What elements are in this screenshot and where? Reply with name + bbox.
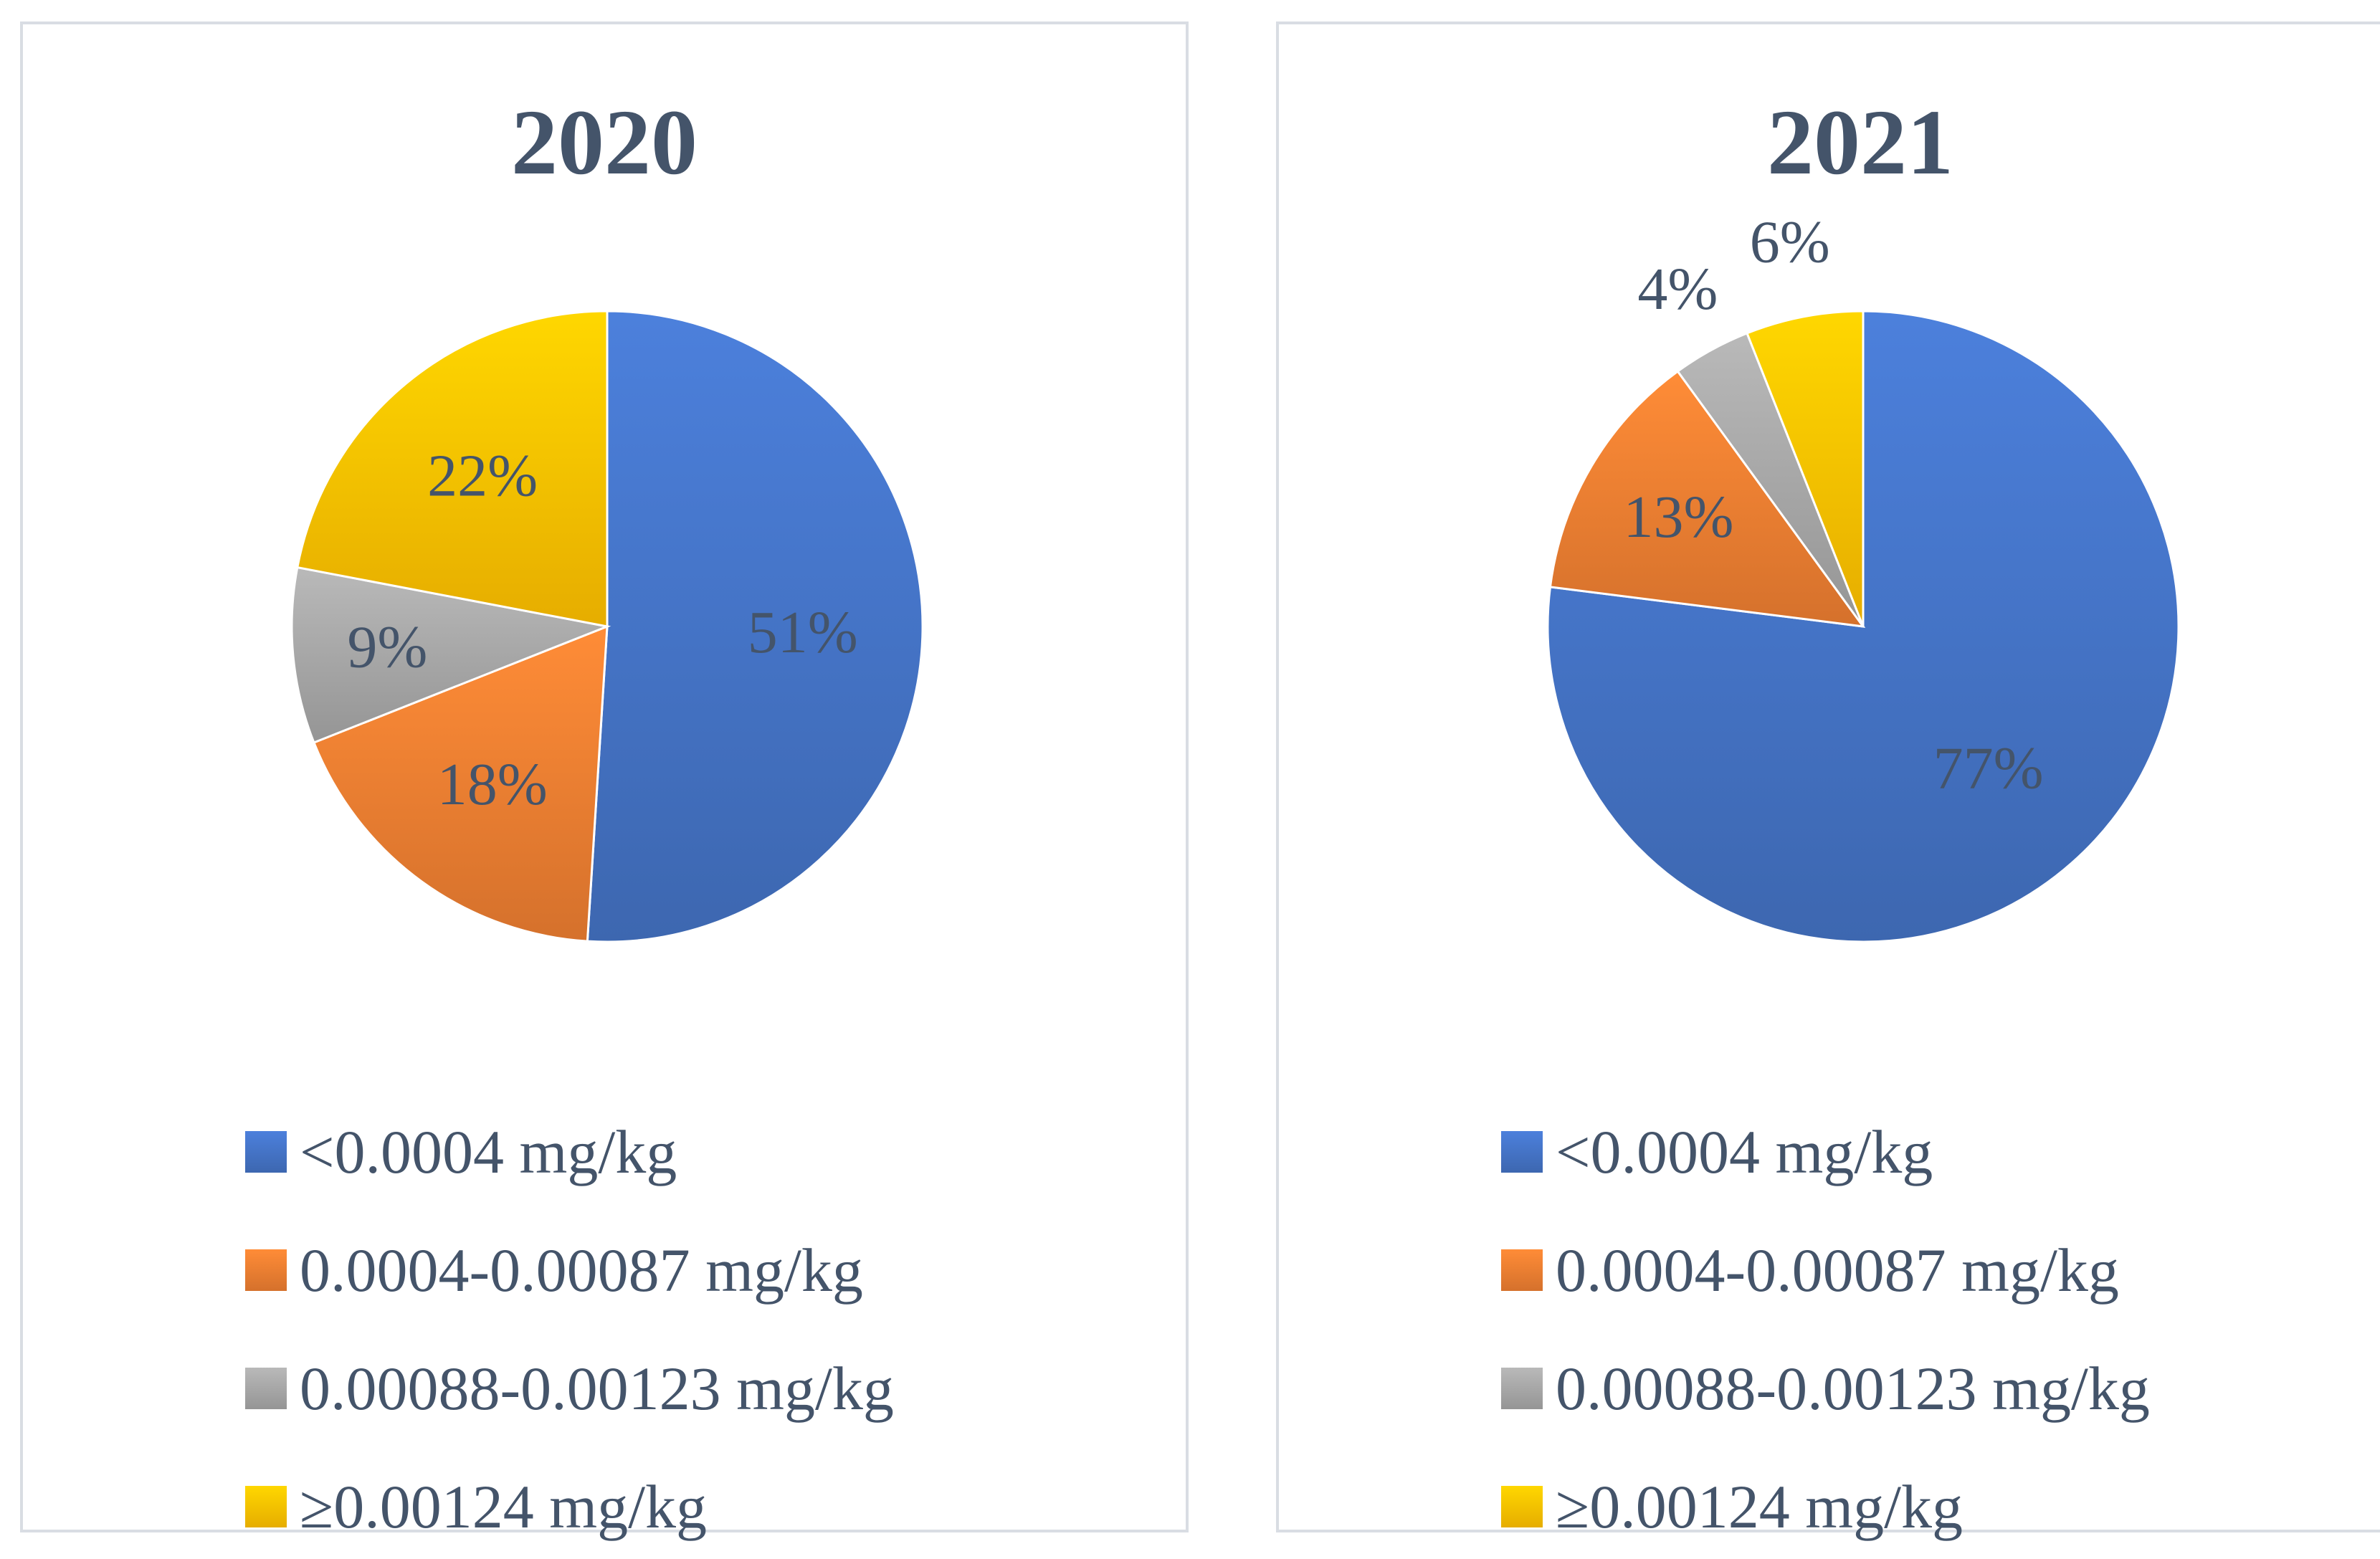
legend-item-0-00088-0-00123: 0.00088-0.00123 mg/kg	[1501, 1329, 2150, 1447]
legend-item-gte-0-00124: ≥0.00124 mg/kg	[245, 1447, 894, 1559]
legend-label: ≥0.00124 mg/kg	[300, 1472, 707, 1541]
pie-slice-0-0004-0-00087	[312, 624, 609, 943]
chart-panel-2020: 2020 51% 18% 9% 22% <0.0004 mg/kg 0.0004-0.…	[20, 22, 1189, 1537]
chart-title: 2020	[511, 91, 698, 194]
legend: <0.0004 mg/kg 0.0004-0.00087 mg/kg 0.000…	[1501, 1092, 2150, 1559]
pie-data-label: 22%	[427, 442, 538, 509]
chart-panel-2021: 2021 77% 13% 4% 6% <0.0004 mg/kg 0.0004-0.0…	[1276, 22, 2380, 1537]
legend-swatch-gray	[1501, 1367, 1543, 1409]
pie-slice-lt-0-0004	[586, 310, 924, 943]
legend-item-0-0004-0-00087: 0.0004-0.00087 mg/kg	[245, 1211, 894, 1329]
legend-item-lt-0-0004: <0.0004 mg/kg	[1501, 1092, 2150, 1211]
pie-slice-0-00088-0-00123	[290, 566, 611, 744]
legend-swatch-orange	[245, 1249, 287, 1291]
pie-slice-0-0004-0-00087	[1548, 369, 1866, 628]
pie-slice-gte-0-00124	[296, 310, 609, 628]
pie-data-label: 18%	[437, 751, 548, 818]
pie-data-label: 6%	[1750, 209, 1830, 276]
legend-item-lt-0-0004: <0.0004 mg/kg	[245, 1092, 894, 1211]
pie-data-label: 9%	[347, 614, 427, 681]
pie-chart-2020: 51% 18% 9% 22%	[290, 310, 924, 943]
legend-item-0-00088-0-00123: 0.00088-0.00123 mg/kg	[245, 1329, 894, 1447]
legend-label: <0.0004 mg/kg	[1556, 1117, 1933, 1186]
pie-data-label: 51%	[748, 599, 858, 666]
pie-data-label: 77%	[1933, 735, 2044, 802]
legend-swatch-blue	[245, 1130, 287, 1173]
legend: <0.0004 mg/kg 0.0004-0.00087 mg/kg 0.000…	[245, 1092, 894, 1559]
pie-chart-2021: 77% 13% 4% 6%	[1546, 209, 2180, 943]
legend-swatch-yellow	[1501, 1485, 1543, 1527]
legend-swatch-orange	[1501, 1249, 1543, 1291]
legend-item-0-0004-0-00087: 0.0004-0.00087 mg/kg	[1501, 1211, 2150, 1329]
legend-label: ≥0.00124 mg/kg	[1556, 1472, 1963, 1541]
legend-label: 0.00088-0.00123 mg/kg	[1556, 1353, 2150, 1423]
legend-item-gte-0-00124: ≥0.00124 mg/kg	[1501, 1447, 2150, 1559]
legend-label: 0.0004-0.00087 mg/kg	[300, 1235, 863, 1305]
legend-swatch-gray	[245, 1367, 287, 1409]
pie-slice-gte-0-00124	[1746, 310, 1865, 627]
legend-label: 0.00088-0.00123 mg/kg	[300, 1353, 894, 1423]
chart-title: 2021	[1767, 91, 1953, 194]
pie-data-label: 4%	[1637, 256, 1718, 323]
legend-label: <0.0004 mg/kg	[300, 1117, 677, 1186]
pie-data-label: 13%	[1624, 484, 1734, 550]
legend-label: 0.0004-0.00087 mg/kg	[1556, 1235, 2119, 1305]
legend-swatch-yellow	[245, 1485, 287, 1527]
pie-slice-lt-0-0004	[1546, 310, 2180, 943]
legend-swatch-blue	[1501, 1130, 1543, 1173]
